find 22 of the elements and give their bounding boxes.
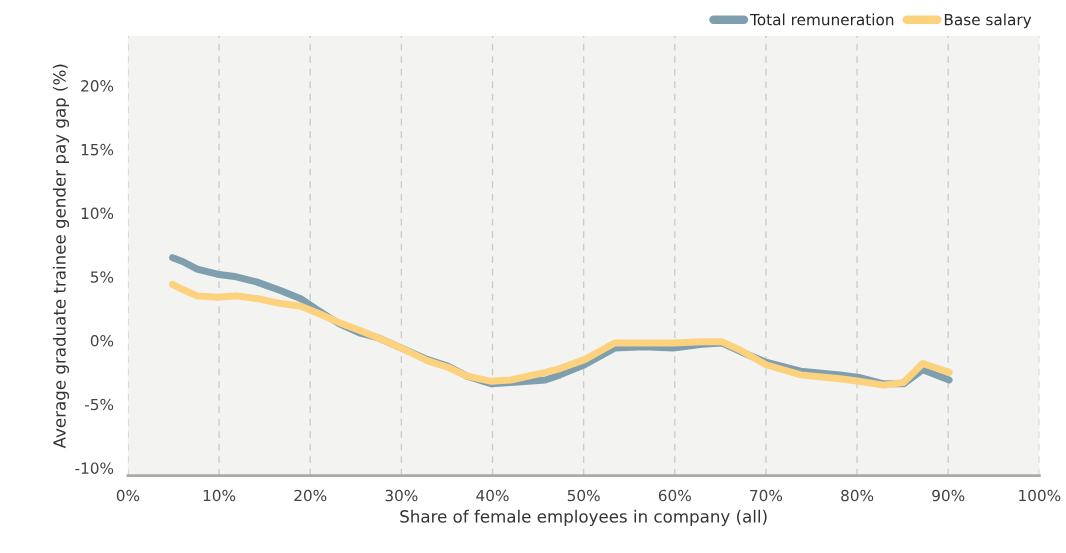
y-tick-label: -5%	[85, 398, 114, 411]
legend-label: Base salary	[944, 13, 1032, 29]
y-tick-label: 5%	[90, 271, 114, 283]
x-tick-label: 40%	[476, 489, 509, 502]
x-tick-label: 20%	[294, 489, 327, 502]
y-tick-label: 20%	[81, 80, 114, 92]
y-tick-label: -10%	[75, 462, 114, 474]
y-axis-title: Average graduate trainee gender pay gap (%)	[52, 64, 70, 449]
x-tick-label: 30%	[385, 489, 418, 502]
x-tick-label: 60%	[658, 489, 691, 502]
x-tick-label: 80%	[841, 489, 874, 502]
y-tick-label: 15%	[81, 143, 114, 156]
y-tick-label: 10%	[81, 207, 114, 220]
x-tick-label: 100%	[1019, 489, 1061, 502]
x-tick-label: 90%	[932, 489, 965, 502]
x-tick-label: 70%	[750, 489, 783, 502]
legend-label: Total remuneration	[750, 13, 894, 26]
x-axis-title: Share of female employees in company (all)	[400, 509, 767, 526]
x-tick-label: 0%	[116, 489, 140, 502]
x-tick-label: 50%	[567, 489, 600, 502]
y-tick-label: 0%	[90, 334, 114, 347]
x-tick-label: 10%	[203, 489, 236, 502]
